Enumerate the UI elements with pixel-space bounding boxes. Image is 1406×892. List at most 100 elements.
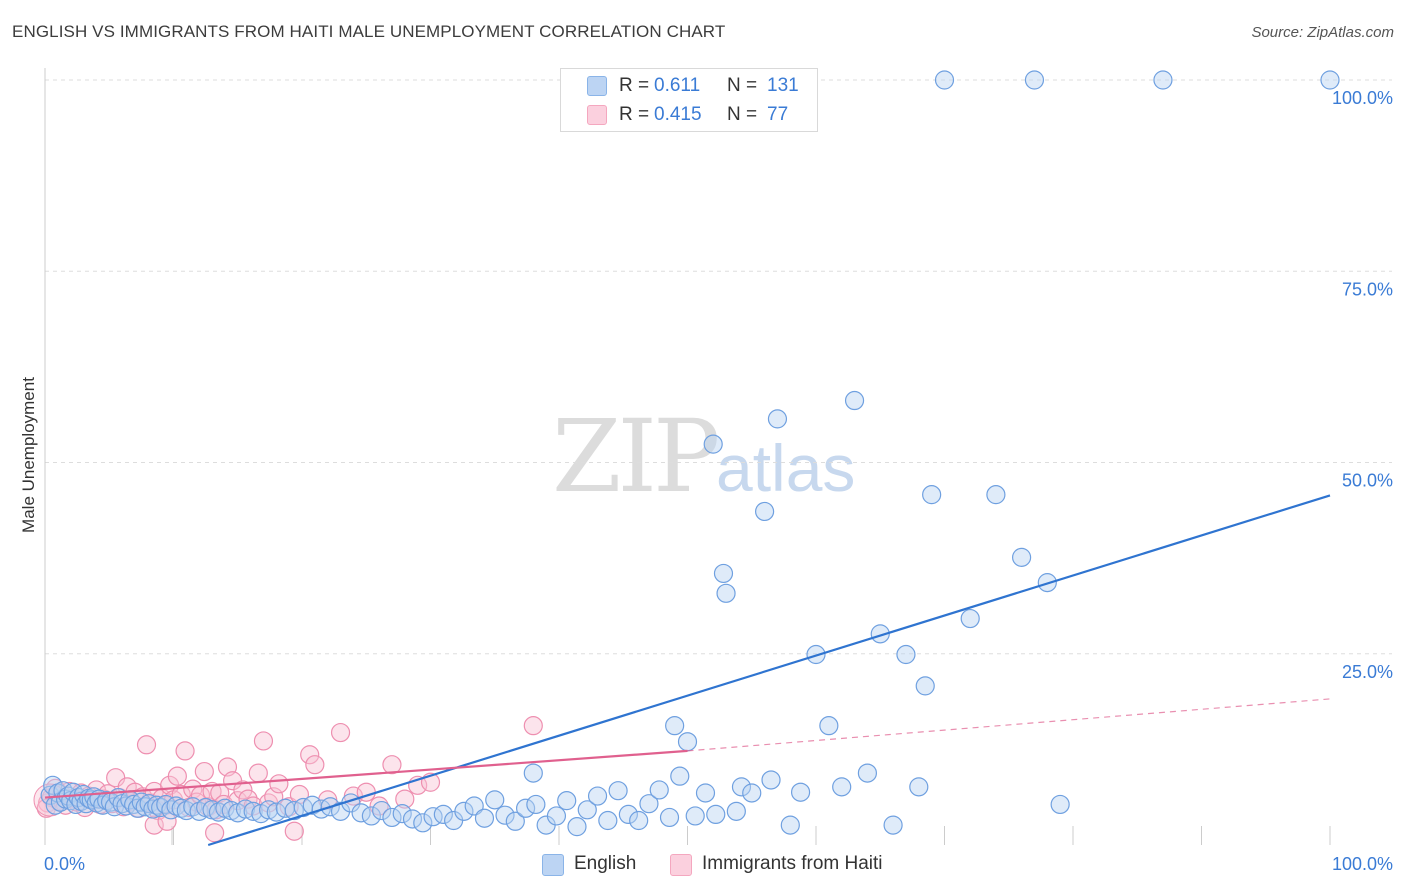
haiti-point (523, 716, 543, 736)
english-point (909, 777, 929, 797)
english-point (235, 799, 256, 819)
haiti-legend-swatch (670, 854, 692, 876)
english-legend-swatch (542, 854, 564, 876)
haiti-point (330, 722, 351, 743)
english-n-value: 131 (767, 75, 799, 96)
y-tick-label: 50.0% (1342, 471, 1393, 491)
english-point (915, 676, 935, 696)
english-point (1011, 547, 1032, 567)
english-point (695, 783, 716, 803)
english-n-label: N = (727, 75, 758, 96)
english-points (40, 70, 1340, 837)
haiti-r-label: R = (619, 104, 650, 125)
english-point (124, 794, 144, 815)
trend-lines (44, 494, 1331, 847)
haiti-point (233, 780, 253, 800)
english-point (464, 796, 484, 816)
haiti-n-value: 77 (767, 104, 789, 125)
english-point (1153, 70, 1173, 90)
english-point (706, 804, 726, 825)
watermark-zip: ZIP (552, 398, 720, 515)
english-point (832, 777, 852, 797)
english-legend-label: English (574, 853, 637, 874)
english-point (577, 800, 597, 820)
english-point (761, 770, 781, 790)
english-point (361, 806, 381, 826)
haiti-point (305, 755, 325, 775)
y-tick-label: 25.0% (1342, 662, 1393, 682)
english-point (139, 794, 159, 814)
english-point (819, 716, 839, 736)
haiti-point (248, 763, 268, 783)
english-point (754, 501, 775, 522)
english-point (780, 815, 800, 835)
english-point (896, 644, 916, 665)
source-credit: Source: ZipAtlas.com (1251, 24, 1394, 41)
english-point (1024, 70, 1045, 90)
english-point (258, 800, 279, 820)
english-point (703, 434, 723, 454)
english-point (598, 810, 618, 831)
english-point (608, 781, 628, 801)
english-point (1050, 794, 1070, 815)
watermark-atlas: atlas (716, 431, 856, 505)
english-point (454, 801, 474, 821)
x-tick-label: 100.0% (1332, 854, 1393, 874)
english-point (382, 807, 402, 828)
english-point (402, 809, 423, 829)
haiti-point (269, 774, 289, 794)
english-point (716, 583, 736, 603)
english-point (546, 806, 567, 826)
english-point (629, 810, 649, 831)
haiti-point (167, 766, 187, 786)
english-point (474, 808, 495, 828)
english-point (742, 783, 762, 803)
english-point (505, 811, 525, 831)
haiti-legend-label: Immigrants from Haiti (702, 853, 883, 874)
legend-row-haiti: R = 0.415 N = 77 (561, 100, 817, 130)
chart-title: ENGLISH VS IMMIGRANTS FROM HAITI MALE UN… (12, 22, 726, 41)
haiti-point (253, 731, 274, 751)
english-point (986, 485, 1006, 505)
english-point (844, 390, 865, 411)
haiti-trend-line (44, 749, 688, 799)
english-point (934, 70, 955, 90)
haiti-trend-line-extension (687, 698, 1331, 752)
x-tick-label: 0.0% (44, 854, 85, 874)
english-point (618, 804, 638, 825)
english-point (523, 763, 543, 783)
english-point (413, 813, 433, 833)
english-point (790, 782, 811, 802)
english-point (526, 794, 546, 815)
english-point (557, 791, 577, 811)
haiti-point (175, 741, 195, 761)
english-point (433, 804, 453, 825)
english-point (883, 815, 903, 835)
english-point (243, 801, 263, 821)
haiti-point (300, 745, 320, 765)
correlation-legend: R = 0.611 N = 131 R = 0.415 N = 77 (560, 68, 818, 132)
english-point (156, 794, 176, 815)
english-r-label: R = (619, 75, 650, 96)
english-point (485, 790, 505, 810)
haiti-point (136, 735, 157, 755)
english-point (713, 563, 734, 584)
english-point (649, 780, 669, 800)
english-point (665, 716, 685, 736)
english-point (161, 800, 181, 820)
haiti-point (205, 823, 225, 843)
english-point (922, 485, 942, 505)
english-point (495, 805, 515, 825)
legend-row-english: R = 0.611 N = 131 (561, 71, 817, 101)
english-trend-line (207, 494, 1331, 847)
english-point (659, 807, 680, 828)
english-swatch (587, 76, 607, 96)
english-point (1320, 70, 1340, 90)
haiti-point (144, 815, 164, 835)
axes (44, 68, 1331, 845)
english-point (639, 794, 659, 814)
haiti-point (395, 789, 415, 809)
english-point (567, 817, 587, 837)
english-point (372, 800, 392, 821)
